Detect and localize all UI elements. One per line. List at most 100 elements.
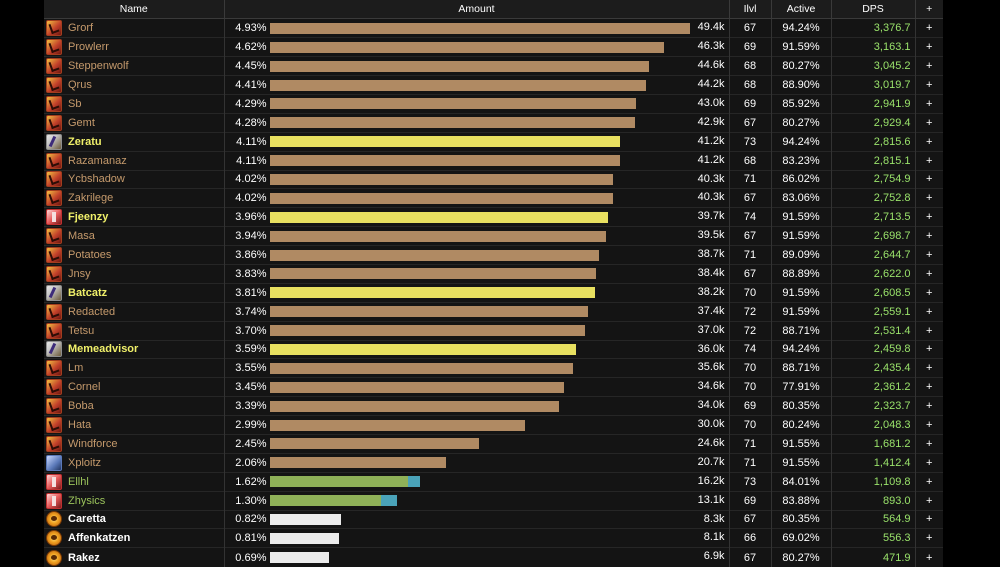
expand-row-button[interactable]: +	[914, 226, 943, 246]
player-name[interactable]: Memeadvisor	[68, 343, 139, 356]
player-name[interactable]: Tetsu	[68, 324, 95, 337]
player-name-cell[interactable]: Gemt	[44, 112, 224, 133]
column-header-active[interactable]: Active	[770, 0, 831, 20]
table-row[interactable]: Boba 3.39% 34.0k 69 80.35% 2,323.7 +	[44, 396, 943, 416]
player-name-cell[interactable]: Batcatz	[44, 282, 224, 303]
player-name[interactable]: Jnsy	[68, 267, 91, 280]
expand-row-button[interactable]: +	[914, 396, 943, 416]
table-row[interactable]: Qrus 4.41% 44.2k 68 88.90% 3,019.7 +	[44, 75, 943, 95]
table-row[interactable]: Prowlerr 4.62% 46.3k 69 91.59% 3,163.1 +	[44, 37, 943, 57]
player-name-cell[interactable]: Tetsu	[44, 320, 224, 341]
expand-row-button[interactable]: +	[914, 18, 943, 38]
expand-row-button[interactable]: +	[914, 263, 943, 284]
player-name-cell[interactable]: Jnsy	[44, 263, 224, 284]
expand-row-button[interactable]: +	[914, 358, 943, 378]
player-name[interactable]: Zeratu	[68, 135, 102, 148]
table-row[interactable]: Fjeenzy 3.96% 39.7k 74 91.59% 2,713.5 +	[44, 207, 943, 227]
expand-row-button[interactable]: +	[914, 169, 943, 189]
player-name-cell[interactable]: Zeratu	[44, 131, 224, 152]
player-name[interactable]: Qrus	[68, 79, 92, 91]
table-row[interactable]: Zeratu 4.11% 41.2k 73 94.24% 2,815.6 +	[44, 131, 943, 152]
expand-row-button[interactable]: +	[914, 320, 943, 341]
player-name-cell[interactable]: Potatoes	[44, 245, 224, 265]
expand-row-button[interactable]: +	[914, 415, 943, 435]
player-name-cell[interactable]: Hata	[44, 415, 224, 435]
player-name-cell[interactable]: Masa	[44, 226, 224, 246]
column-header-dps[interactable]: DPS	[830, 0, 915, 20]
expand-row-button[interactable]: +	[914, 471, 943, 492]
table-row[interactable]: Rakez 0.69% 6.9k 67 80.27% 471.9 +	[44, 547, 943, 567]
player-name-cell[interactable]: Ycbshadow	[44, 169, 224, 189]
table-row[interactable]: Xploitz 2.06% 20.7k 71 91.55% 1,412.4 +	[44, 452, 943, 473]
player-name[interactable]: Prowlerr	[68, 41, 109, 54]
player-name[interactable]: Hata	[68, 419, 92, 432]
table-row[interactable]: Jnsy 3.83% 38.4k 67 88.89% 2,622.0 +	[44, 263, 943, 284]
player-name-cell[interactable]: Grorf	[44, 18, 224, 38]
player-name-cell[interactable]: Redacted	[44, 301, 224, 322]
table-row[interactable]: Gemt 4.28% 42.9k 67 80.27% 2,929.4 +	[44, 112, 943, 133]
column-header-plus[interactable]: +	[914, 0, 943, 20]
player-name[interactable]: Ycbshadow	[68, 173, 125, 186]
expand-row-button[interactable]: +	[914, 245, 943, 265]
expand-row-button[interactable]: +	[914, 75, 943, 95]
table-row[interactable]: Cornel 3.45% 34.6k 70 77.91% 2,361.2 +	[44, 377, 943, 397]
expand-row-button[interactable]: +	[914, 93, 943, 114]
player-name[interactable]: Lm	[68, 362, 84, 375]
player-name[interactable]: Boba	[68, 400, 94, 413]
player-name-cell[interactable]: Cornel	[44, 377, 224, 397]
table-row[interactable]: Batcatz 3.81% 38.2k 70 91.59% 2,608.5 +	[44, 282, 943, 303]
expand-row-button[interactable]: +	[914, 452, 943, 473]
expand-row-button[interactable]: +	[914, 339, 943, 359]
table-row[interactable]: Grorf 4.93% 49.4k 67 94.24% 3,376.7 +	[44, 18, 943, 38]
table-row[interactable]: Redacted 3.74% 37.4k 72 91.59% 2,559.1 +	[44, 301, 943, 322]
table-row[interactable]: Razamanaz 4.11% 41.2k 68 83.23% 2,815.1 +	[44, 150, 943, 171]
player-name-cell[interactable]: Steppenwolf	[44, 56, 224, 76]
player-name[interactable]: Zhysics	[68, 494, 106, 507]
table-row[interactable]: Zhysics 1.30% 13.1k 69 83.88% 893.0 +	[44, 490, 943, 511]
player-name-cell[interactable]: Xploitz	[44, 452, 224, 473]
table-row[interactable]: Tetsu 3.70% 37.0k 72 88.71% 2,531.4 +	[44, 320, 943, 341]
expand-row-button[interactable]: +	[914, 377, 943, 397]
column-header-amount[interactable]: Amount	[223, 0, 729, 20]
expand-row-button[interactable]: +	[914, 188, 943, 208]
expand-row-button[interactable]: +	[914, 150, 943, 171]
player-name[interactable]: Ellhl	[68, 475, 89, 488]
player-name[interactable]: Windforce	[68, 437, 118, 450]
player-name[interactable]: Rakez	[68, 551, 100, 564]
player-name-cell[interactable]: Rakez	[44, 547, 224, 567]
expand-row-button[interactable]: +	[914, 301, 943, 322]
expand-row-button[interactable]: +	[914, 56, 943, 76]
player-name-cell[interactable]: Qrus	[44, 75, 224, 95]
table-row[interactable]: Caretta 0.82% 8.3k 67 80.35% 564.9 +	[44, 509, 943, 529]
expand-row-button[interactable]: +	[914, 433, 943, 454]
player-name-cell[interactable]: Ellhl	[44, 471, 224, 492]
player-name[interactable]: Masa	[68, 230, 95, 243]
expand-row-button[interactable]: +	[914, 207, 943, 227]
expand-row-button[interactable]: +	[914, 282, 943, 303]
player-name-cell[interactable]: Zakrilege	[44, 188, 224, 208]
column-header-name[interactable]: Name	[44, 0, 224, 20]
table-row[interactable]: Affenkatzen 0.81% 8.1k 66 69.02% 556.3 +	[44, 528, 943, 548]
expand-row-button[interactable]: +	[914, 547, 943, 567]
expand-row-button[interactable]: +	[914, 131, 943, 152]
table-row[interactable]: Masa 3.94% 39.5k 67 91.59% 2,698.7 +	[44, 226, 943, 246]
table-row[interactable]: Memeadvisor 3.59% 36.0k 74 94.24% 2,459.8 +	[44, 339, 943, 359]
player-name[interactable]: Steppenwolf	[68, 60, 129, 73]
table-row[interactable]: Windforce 2.45% 24.6k 71 91.55% 1,681.2 +	[44, 433, 943, 454]
player-name[interactable]: Sb	[68, 97, 82, 110]
player-name-cell[interactable]: Caretta	[44, 509, 224, 529]
player-name-cell[interactable]: Windforce	[44, 433, 224, 454]
table-row[interactable]: Ellhl 1.62% 16.2k 73 84.01% 1,109.8 +	[44, 471, 943, 492]
player-name-cell[interactable]: Memeadvisor	[44, 339, 224, 359]
player-name-cell[interactable]: Zhysics	[44, 490, 224, 511]
player-name[interactable]: Caretta	[68, 513, 106, 526]
table-row[interactable]: Ycbshadow 4.02% 40.3k 71 86.02% 2,754.9 +	[44, 169, 943, 189]
table-row[interactable]: Steppenwolf 4.45% 44.6k 68 80.27% 3,045.2 +	[44, 56, 943, 76]
player-name[interactable]: Affenkatzen	[68, 532, 131, 545]
table-row[interactable]: Zakrilege 4.02% 40.3k 67 83.06% 2,752.8 +	[44, 188, 943, 208]
player-name-cell[interactable]: Prowlerr	[44, 37, 224, 57]
player-name[interactable]: Batcatz	[68, 286, 108, 299]
table-row[interactable]: Sb 4.29% 43.0k 69 85.92% 2,941.9 +	[44, 93, 943, 114]
column-header-ilvl[interactable]: Ilvl	[728, 0, 771, 20]
player-name[interactable]: Redacted	[68, 305, 116, 318]
